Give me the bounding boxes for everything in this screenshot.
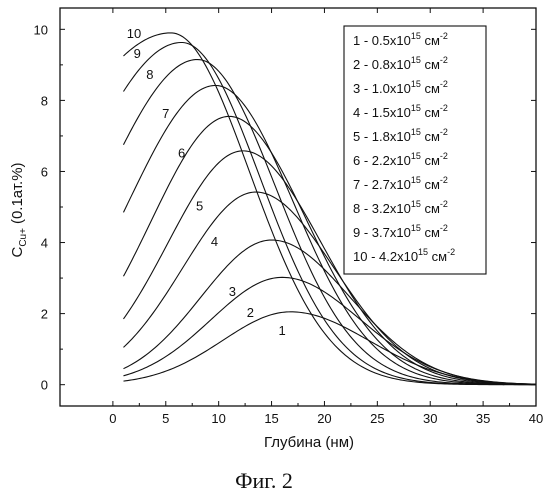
x-tick-label: 40 bbox=[529, 411, 543, 426]
x-tick-label: 20 bbox=[317, 411, 331, 426]
x-tick-label: 5 bbox=[162, 411, 169, 426]
curve-label-1: 1 bbox=[279, 323, 286, 338]
x-tick-label: 35 bbox=[476, 411, 490, 426]
y-tick-label: 6 bbox=[41, 164, 48, 179]
legend: 1 - 0.5x1015 см-2 2 - 0.8x1015 см-2 3 - 1.… bbox=[344, 26, 486, 274]
legend-entry-6: 6 - 2.2x1015 см-2 bbox=[353, 151, 448, 168]
curve-label-6: 6 bbox=[178, 145, 185, 160]
y-axis-title-unit: (0.1ат.%) bbox=[9, 162, 26, 224]
y-axis-title: CCu+ (0.1ат.%) bbox=[9, 162, 29, 257]
x-tick-label: 25 bbox=[370, 411, 384, 426]
y-tick-label: 8 bbox=[41, 93, 48, 108]
curve-label-3: 3 bbox=[229, 284, 236, 299]
x-tick-label: 30 bbox=[423, 411, 437, 426]
legend-entry-8: 8 - 3.2x1015 см-2 bbox=[353, 199, 448, 216]
curve-label-10: 10 bbox=[127, 26, 141, 41]
curve-label-8: 8 bbox=[146, 67, 153, 82]
y-axis-title-sub: Cu+ bbox=[18, 228, 29, 247]
legend-entry-2: 2 - 0.8x1015 см-2 bbox=[353, 55, 448, 72]
x-axis-title: Глубина (нм) bbox=[264, 434, 354, 451]
curve-label-7: 7 bbox=[162, 106, 169, 121]
series-line-1 bbox=[123, 312, 536, 384]
series-line-2 bbox=[123, 277, 536, 384]
legend-entry-9: 9 - 3.7x1015 см-2 bbox=[353, 223, 448, 240]
legend-entry-5: 5 - 1.8x1015 см-2 bbox=[353, 127, 448, 144]
legend-entry-3: 3 - 1.0x1015 см-2 bbox=[353, 79, 448, 96]
y-tick-label: 2 bbox=[41, 307, 48, 322]
y-tick-label: 0 bbox=[41, 378, 48, 393]
y-tick-label: 4 bbox=[41, 236, 48, 251]
x-tick-label: 10 bbox=[211, 411, 225, 426]
figure-caption: Фиг. 2 bbox=[235, 468, 293, 493]
curve-label-4: 4 bbox=[211, 234, 218, 249]
y-tick-label: 10 bbox=[34, 22, 48, 37]
legend-entry-7: 7 - 2.7x1015 см-2 bbox=[353, 175, 448, 192]
curve-label-2: 2 bbox=[247, 305, 254, 320]
y-axis-title-main: C bbox=[9, 247, 26, 258]
legend-entry-4: 4 - 1.5x1015 см-2 bbox=[353, 103, 448, 120]
legend-entry-1: 1 - 0.5x1015 см-2 bbox=[353, 31, 448, 48]
curve-label-9: 9 bbox=[134, 46, 141, 61]
x-tick-label: 15 bbox=[264, 411, 278, 426]
legend-entry-10: 10 - 4.2x1015 см-2 bbox=[353, 247, 455, 264]
curve-label-5: 5 bbox=[196, 199, 203, 214]
x-tick-label: 0 bbox=[109, 411, 116, 426]
svg-text:CCu+(0.1ат.%): CCu+ (0.1ат.%) bbox=[9, 162, 29, 257]
